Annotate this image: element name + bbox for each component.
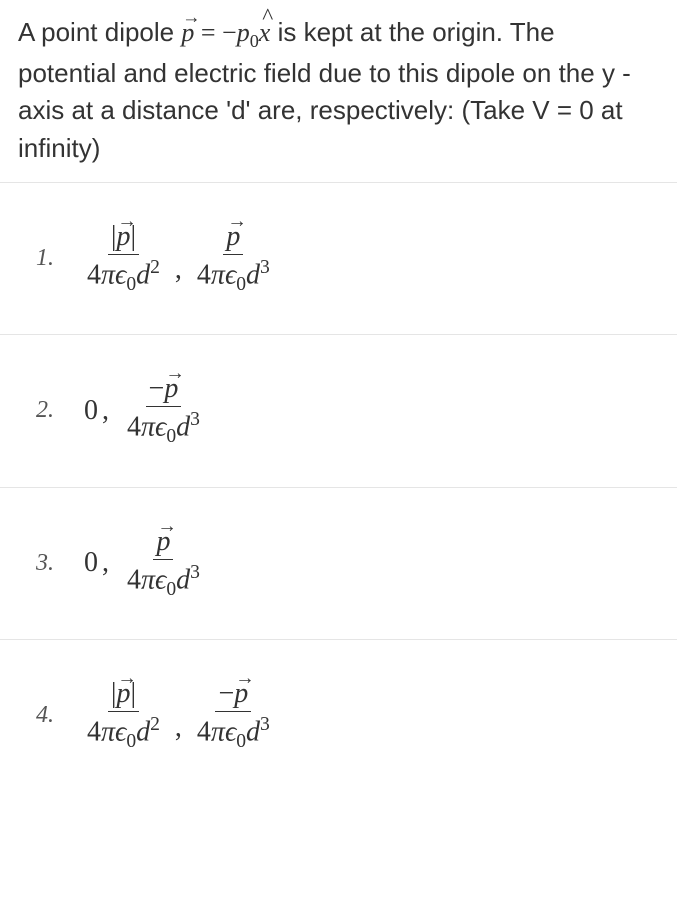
zero-potential: 0: [84, 395, 98, 427]
fraction-field: −p 4πϵ0d3: [124, 375, 203, 447]
option-formula: |p| 4πϵ0d2 , p 4πϵ0d3: [84, 223, 273, 295]
fraction-field: p 4πϵ0d3: [124, 528, 203, 600]
question-text-part1: A point dipole: [18, 17, 181, 47]
option-number: 4.: [36, 702, 64, 729]
option-formula: |p| 4πϵ0d2 , −p 4πϵ0d3: [84, 680, 273, 752]
option-number: 1.: [36, 245, 64, 272]
fraction-field: −p 4πϵ0d3: [194, 680, 273, 752]
option-1[interactable]: 1. |p| 4πϵ0d2 , p 4πϵ0d3: [0, 183, 677, 336]
separator-comma: ,: [167, 254, 190, 286]
option-formula: 0, −p 4πϵ0d3: [84, 375, 203, 447]
fraction-field: p 4πϵ0d3: [194, 223, 273, 295]
separator-comma: ,: [167, 712, 190, 744]
fraction-potential: |p| 4πϵ0d2: [84, 680, 163, 752]
option-3[interactable]: 3. 0, p 4πϵ0d3: [0, 488, 677, 641]
option-number: 2.: [36, 397, 64, 424]
zero-potential: 0: [84, 547, 98, 579]
p-vector-symbol: p: [181, 14, 194, 52]
option-formula: 0, p 4πϵ0d3: [84, 528, 203, 600]
fraction-potential: |p| 4πϵ0d2: [84, 223, 163, 295]
option-4[interactable]: 4. |p| 4πϵ0d2 , −p 4πϵ0d3: [0, 640, 677, 792]
option-number: 3.: [36, 550, 64, 577]
question-text: A point dipole p = −p0x is kept at the o…: [0, 0, 677, 183]
x-hat-symbol: x: [259, 14, 271, 52]
option-2[interactable]: 2. 0, −p 4πϵ0d3: [0, 335, 677, 488]
question-formula: p = −p0x: [181, 18, 270, 47]
